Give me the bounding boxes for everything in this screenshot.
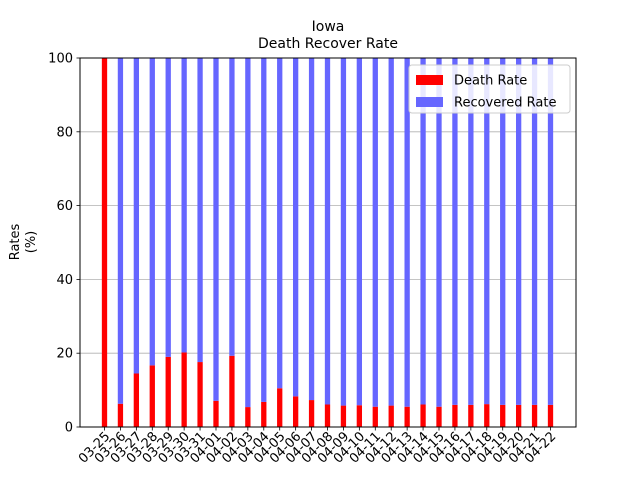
death-rate-bar [531, 404, 538, 427]
recovered-rate-bar [468, 58, 474, 405]
y-tick-label: 60 [56, 199, 73, 214]
chart-title: Iowa [312, 19, 345, 35]
legend-label: Death Rate [454, 74, 527, 89]
death-rate-bar [213, 400, 219, 427]
death-rate-bar [117, 403, 124, 427]
legend: Death Rate Recovered Rate [408, 64, 571, 114]
recovered-rate-bar [436, 58, 442, 407]
recovered-rate-bar [213, 58, 219, 401]
death-rate-bar [547, 404, 554, 427]
death-rate-bar [388, 405, 394, 427]
legend-swatch [416, 97, 443, 107]
recovered-rate-bar [197, 58, 203, 363]
plot-frame [79, 57, 577, 428]
recovered-rate-bar [245, 58, 251, 408]
y-tick-label: 0 [65, 421, 73, 436]
death-rate-bar [229, 355, 235, 427]
chart-subtitle: Death Recover Rate [258, 36, 398, 52]
death-rate-bar [356, 405, 363, 427]
y-axis-label: Rates (%) [8, 223, 39, 260]
y-tick-label: 20 [56, 347, 73, 362]
death-rate-bar [452, 404, 458, 427]
y-axis-label-line-2: (%) [24, 231, 39, 254]
death-rate-bar [308, 400, 315, 427]
death-rate-bar [500, 404, 506, 427]
recovered-rate-bar [181, 58, 187, 353]
recovered-rate-bar [340, 58, 347, 406]
x-axis: 03-2503-2603-2703-2803-2903-3003-3104-01… [76, 427, 559, 467]
death-rate-bar [324, 404, 331, 427]
death-rate-bar [292, 396, 299, 427]
recovered-rate-bar [484, 58, 490, 405]
recovered-rate-bar [324, 58, 331, 405]
death-rate-bar [197, 362, 203, 427]
recovered-rate-bar [277, 58, 283, 389]
recovered-rate-bar [308, 58, 315, 401]
bars-layer [101, 58, 554, 427]
y-tick-label: 40 [56, 273, 73, 288]
recovered-rate-bar [133, 58, 140, 374]
legend-label: Recovered Rate [454, 96, 557, 111]
recovered-rate-bar [261, 58, 267, 402]
death-rate-bar [149, 365, 155, 427]
recovered-rate-bar [452, 58, 458, 405]
recovered-rate-bar [149, 58, 155, 366]
death-rate-bar [372, 406, 378, 427]
recovered-rate-bar [515, 58, 522, 405]
death-rate-bar [420, 404, 426, 427]
recovered-rate-bar [292, 58, 299, 397]
death-rate-bar [165, 356, 171, 427]
recovered-rate-bar [531, 58, 538, 405]
legend-box [408, 64, 571, 114]
death-rate-bar [133, 373, 140, 427]
death-rate-bar [468, 404, 474, 427]
recovered-rate-bar [500, 58, 506, 405]
legend-swatch [416, 75, 443, 85]
y-tick-label: 100 [48, 52, 73, 67]
recovered-rate-bar [165, 58, 171, 357]
recovered-rate-bar [547, 58, 554, 405]
y-axis: 0 20 40 60 80 100 [48, 52, 80, 436]
death-rate-bar [340, 405, 347, 427]
recovered-rate-bar [404, 58, 410, 407]
recovered-rate-bar [420, 58, 426, 405]
death-rate-bar [484, 404, 490, 427]
death-rate-bar [404, 406, 410, 427]
death-rate-bar [277, 388, 283, 427]
recovered-rate-bar [229, 58, 235, 356]
recovered-rate-bar [117, 58, 124, 404]
recovered-rate-bar [388, 58, 394, 406]
death-rate-bar [245, 407, 251, 427]
death-rate-bar [436, 406, 442, 427]
recovered-rate-bar [356, 58, 363, 406]
death-rate-bar [181, 352, 187, 427]
recovered-rate-bar [372, 58, 378, 407]
death-rate-bar [515, 404, 522, 427]
death-rate-bar [101, 58, 108, 427]
y-axis-label-line-1: Rates [8, 223, 23, 260]
y-tick-label: 80 [56, 125, 73, 140]
death-rate-bar [261, 401, 267, 427]
